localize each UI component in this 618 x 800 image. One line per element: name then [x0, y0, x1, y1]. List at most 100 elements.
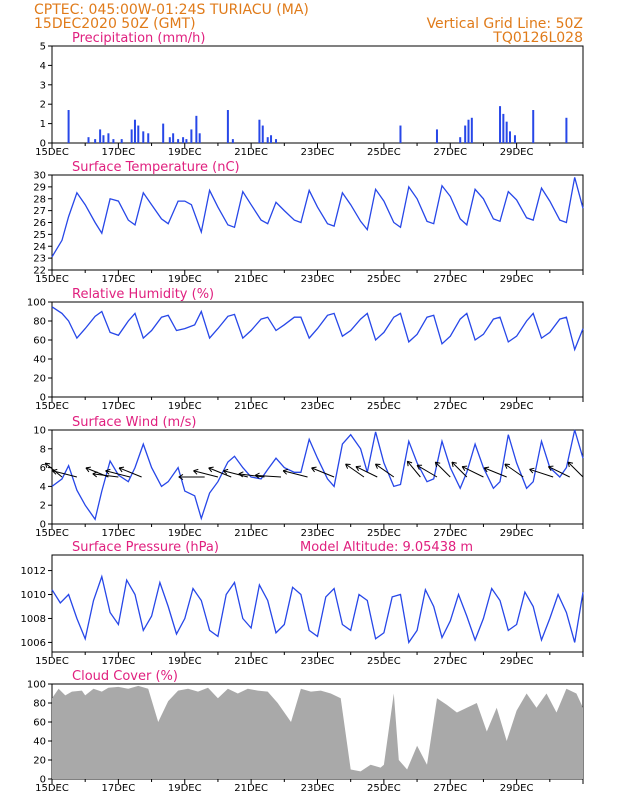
y-tick-label: 20 — [33, 756, 46, 767]
model-altitude-annotation: Model Altitude: 9.05438 m — [300, 540, 473, 555]
wind-arrow — [434, 461, 451, 478]
x-tick-label: 25DEC — [367, 401, 401, 412]
precip-bar — [505, 121, 508, 143]
y-tick-label: 40 — [33, 355, 46, 366]
x-tick-label: 29DEC — [500, 783, 534, 794]
x-tick-label: 15DEC — [35, 783, 69, 794]
x-tick-label: 23DEC — [301, 147, 335, 158]
precip-bar — [470, 117, 473, 143]
wind-arrow-head — [105, 468, 111, 475]
y-tick-label: 25 — [33, 230, 46, 241]
y-tick-label: 100 — [27, 680, 46, 691]
wind-arrow-head — [52, 468, 58, 475]
panel-pressure: 1006 1008 1010 1012 15DEC 17DEC 19DEC 21DEC 23DE… — [21, 540, 584, 667]
wind-arrow — [355, 466, 378, 478]
wind-arrow-head — [529, 467, 535, 474]
precip-bar — [261, 125, 264, 143]
x-tick-label: 25DEC — [367, 147, 401, 158]
wind-arrow — [567, 461, 584, 478]
y-tick-label: 4 — [40, 61, 46, 72]
header-model: TQ0126L028 — [492, 30, 583, 46]
y-tick-label: 1008 — [21, 614, 46, 625]
precip-bar — [185, 139, 188, 143]
wind-arrow — [193, 470, 219, 478]
x-tick-label: 23DEC — [301, 656, 335, 667]
precip-bar — [177, 139, 180, 143]
precip-bar — [112, 139, 115, 143]
precip-bar — [275, 139, 278, 143]
precip-bar — [133, 119, 136, 143]
wind-arrow-head — [118, 466, 125, 473]
wind-arrow — [311, 467, 335, 478]
precip-bar — [107, 133, 110, 143]
y-tick-label: 1 — [40, 119, 46, 130]
y-tick-label: 0 — [40, 520, 46, 531]
precip-bar — [502, 113, 505, 143]
x-tick-label: 19DEC — [168, 656, 202, 667]
precip-bar — [266, 137, 269, 143]
y-tick-label: 30 — [33, 171, 46, 182]
x-tick-label: 19DEC — [168, 401, 202, 412]
y-tick-label: 1006 — [21, 638, 46, 649]
panel-cloud: 0 20 40 60 80 100 15DEC 17DEC 19DEC 21DEC 23DEC 25D… — [27, 669, 584, 794]
wind-arrow-head — [355, 465, 361, 472]
y-tick-label: 22 — [33, 266, 46, 277]
cloud-area — [52, 685, 583, 779]
y-tick-label: 80 — [33, 699, 46, 710]
wind-arrow — [118, 467, 142, 478]
panel-title-rh: Relative Humidity (%) — [72, 287, 214, 302]
panel-frame — [51, 429, 584, 525]
wind-arrow-head — [254, 472, 260, 479]
y-tick-label: 4 — [40, 482, 46, 493]
wind-arrow — [223, 470, 248, 478]
wind-arrow — [461, 466, 484, 478]
x-tick-label: 21DEC — [234, 147, 268, 158]
wind-arrow-head — [483, 466, 490, 473]
y-tick-label: 80 — [33, 317, 46, 328]
x-tick-label: 27DEC — [433, 656, 467, 667]
precip-bar — [67, 110, 70, 143]
x-tick-label: 21DEC — [234, 656, 268, 667]
y-tick-label: 10 — [33, 426, 46, 437]
precip-bar — [399, 125, 402, 143]
x-tick-label: 21DEC — [234, 401, 268, 412]
panel-title-temp: Surface Temperature (nC) — [72, 160, 240, 175]
precip-bar — [499, 106, 502, 143]
y-tick-label: 8 — [40, 444, 46, 455]
precip-bar — [168, 137, 171, 143]
wind-arrow-head — [85, 466, 91, 473]
panel-rh: 0 20 40 60 80 100 15DEC 17DEC 19DEC 21DEC 23DEC 25D… — [27, 287, 584, 412]
y-tick-label: 1010 — [21, 590, 46, 601]
y-tick-label: 23 — [33, 254, 46, 265]
wind-arrow — [105, 470, 131, 478]
precip-bar — [190, 129, 193, 143]
wind-arrow — [548, 466, 570, 478]
wind-arrow-head — [44, 462, 51, 468]
precip-bar — [172, 133, 175, 143]
precip-bar — [162, 123, 165, 143]
precip-bar — [99, 129, 102, 143]
precip-bar — [508, 131, 511, 143]
y-tick-label: 40 — [33, 737, 46, 748]
panel-title-wind: Surface Wind (m/s) — [72, 415, 196, 430]
y-tick-label: 20 — [33, 374, 46, 385]
wind-arrow — [208, 467, 232, 478]
wind-arrow-head — [461, 465, 468, 472]
x-tick-label: 15DEC — [35, 147, 69, 158]
x-tick-label: 15DEC — [35, 528, 69, 539]
x-tick-label: 25DEC — [367, 656, 401, 667]
precip-bar — [137, 125, 140, 143]
wind-arrow — [238, 473, 265, 478]
precip-bar — [226, 110, 229, 143]
x-tick-label: 17DEC — [102, 528, 136, 539]
y-tick-label: 1012 — [21, 566, 46, 577]
precip-bar — [94, 139, 97, 143]
header-grid-line: Vertical Grid Line: 50Z — [427, 16, 583, 32]
x-tick-label: 23DEC — [301, 783, 335, 794]
wind-arrow — [504, 463, 524, 478]
wind-arrow — [345, 463, 365, 478]
wind-arrow-head — [406, 460, 413, 467]
x-tick-label: 21DEC — [234, 274, 268, 285]
